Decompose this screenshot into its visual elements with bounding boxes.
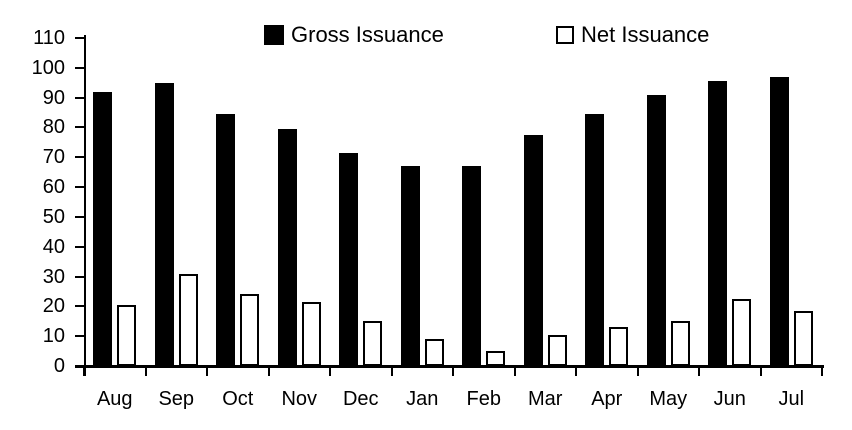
x-axis-tick xyxy=(821,368,823,376)
y-axis-tick xyxy=(75,186,84,189)
y-axis-line xyxy=(84,35,86,376)
legend-item-gross-issuance: Gross Issuance xyxy=(264,22,444,47)
x-axis-category-label-aug: Aug xyxy=(96,388,133,410)
gross-issuance-bar-jan xyxy=(400,166,420,366)
x-axis-tick xyxy=(575,368,577,376)
gross-issuance-bar-feb xyxy=(462,166,481,366)
y-axis-tick-label: 90 xyxy=(42,86,65,109)
net-issuance-bar-jan xyxy=(424,339,444,366)
y-axis-tick-label: 20 xyxy=(42,295,65,318)
y-axis-tick xyxy=(75,275,84,278)
y-axis-tick xyxy=(75,245,84,248)
x-axis-category-label-apr: Apr xyxy=(591,388,623,410)
y-axis-tick xyxy=(75,96,84,99)
gross-issuance-bar-apr xyxy=(585,114,604,366)
x-axis-category-label-jun: Jun xyxy=(713,388,746,410)
net-issuance-bar-mar xyxy=(547,334,567,366)
net-issuance-bar-jun xyxy=(732,298,751,366)
y-axis-tick xyxy=(75,335,84,338)
x-axis-category-label-jul: Jul xyxy=(778,388,805,410)
x-axis-tick xyxy=(698,368,700,376)
y-axis-tick xyxy=(75,305,84,308)
y-axis-tick xyxy=(75,66,84,69)
gross-issuance-bar-may xyxy=(646,94,666,366)
net-issuance-bar-sep xyxy=(178,273,198,366)
y-axis-tick-label: 60 xyxy=(42,176,65,199)
x-axis-category-label-sep: Sep xyxy=(158,388,195,410)
x-axis-tick xyxy=(83,368,85,376)
net-issuance-bar-apr xyxy=(609,327,628,366)
gross-issuance-legend-label: Gross Issuance xyxy=(291,22,444,47)
x-axis-tick xyxy=(513,368,516,376)
y-axis-tick xyxy=(75,126,84,129)
gross-issuance-bar-jul xyxy=(769,76,789,366)
x-axis-category-label-feb: Feb xyxy=(466,388,501,410)
net-issuance-bar-nov xyxy=(301,301,321,366)
y-axis-tick-label: 30 xyxy=(42,265,65,288)
gross-issuance-swatch-icon xyxy=(264,24,284,45)
x-axis-tick xyxy=(390,368,393,376)
y-axis-tick-label: 40 xyxy=(42,235,65,258)
x-axis-tick xyxy=(452,368,454,376)
x-axis-category-label-oct: Oct xyxy=(222,388,254,410)
gross-issuance-bar-oct xyxy=(216,114,235,366)
x-axis-tick xyxy=(206,368,208,376)
x-axis-category-label-mar: Mar xyxy=(528,388,563,410)
x-axis-category-label-dec: Dec xyxy=(342,388,379,410)
net-issuance-swatch-icon xyxy=(556,25,574,44)
net-issuance-bar-oct xyxy=(240,294,259,366)
y-axis-tick xyxy=(75,365,84,367)
legend-item-net-issuance: Net Issuance xyxy=(556,22,709,47)
net-issuance-bar-may xyxy=(670,321,690,366)
y-axis-tick-label: 70 xyxy=(42,146,65,169)
gross-issuance-bar-mar xyxy=(523,134,543,366)
x-axis-category-label-jan: Jan xyxy=(406,388,439,410)
x-axis-tick xyxy=(759,368,762,376)
y-axis-tick xyxy=(75,215,84,218)
x-axis-tick xyxy=(144,368,147,376)
y-axis-tick-label: 100 xyxy=(31,56,65,79)
x-axis-tick xyxy=(267,368,270,376)
net-issuance-bar-feb xyxy=(486,351,505,366)
gross-issuance-bar-sep xyxy=(154,82,174,366)
y-axis-tick xyxy=(75,156,84,159)
net-issuance-bar-dec xyxy=(363,321,382,366)
x-axis-category-label-nov: Nov xyxy=(281,388,318,410)
y-axis-tick-label: 110 xyxy=(33,27,65,49)
gross-issuance-bar-jun xyxy=(708,81,727,366)
y-axis-tick-label: 10 xyxy=(42,325,65,348)
x-axis-category-label-may: May xyxy=(649,388,688,410)
net-issuance-bar-jul xyxy=(793,310,813,366)
net-issuance-legend-label: Net Issuance xyxy=(581,22,710,47)
x-axis-line xyxy=(75,365,824,368)
gross-issuance-bar-nov xyxy=(277,128,297,366)
y-axis-tick-label: 50 xyxy=(42,205,65,228)
y-axis-tick-label: 0 xyxy=(53,355,65,377)
y-axis-tick xyxy=(75,37,84,39)
gross-issuance-bar-aug xyxy=(93,91,112,366)
net-issuance-bar-aug xyxy=(117,304,136,366)
y-axis-tick-label: 80 xyxy=(42,116,65,139)
gross-issuance-bar-dec xyxy=(339,152,358,366)
x-axis-tick xyxy=(636,368,639,376)
x-axis-tick xyxy=(329,368,331,376)
